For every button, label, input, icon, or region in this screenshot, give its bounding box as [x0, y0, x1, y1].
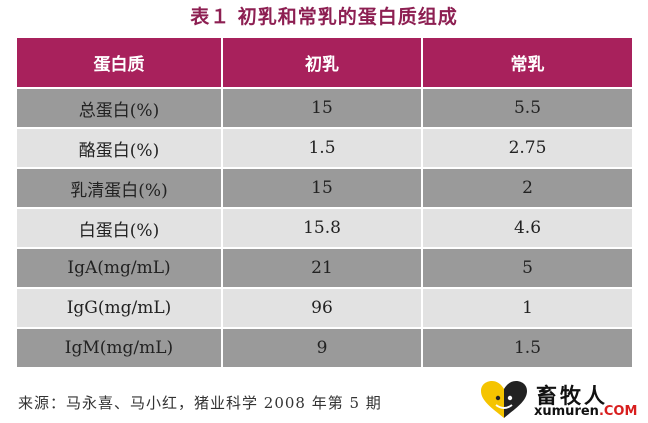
colostrum-value: 15	[223, 169, 423, 209]
colostrum-value: 9	[223, 329, 423, 369]
table-title: 表１ 初乳和常乳的蛋白质组成	[190, 6, 458, 28]
watermark-name: 畜牧人	[536, 384, 608, 408]
colostrum-value: 15	[223, 89, 423, 129]
row-label: 总蛋白(%)	[17, 89, 223, 129]
heart-logo-icon	[481, 381, 527, 418]
row-label: IgA(mg/mL)	[17, 249, 223, 289]
normal-milk-value: 2	[423, 169, 632, 209]
source-citation: 来源：马永喜、马小红，猪业科学 2008 年第 5 期	[18, 394, 382, 412]
row-label: IgM(mg/mL)	[17, 329, 223, 369]
table-row: IgM(mg/mL) 9 1.5	[17, 329, 632, 369]
row-label: IgG(mg/mL)	[17, 289, 223, 329]
table-row: 酪蛋白(%) 1.5 2.75	[17, 129, 632, 169]
row-label: 乳清蛋白(%)	[17, 169, 223, 209]
table-row: 白蛋白(%) 15.8 4.6	[17, 209, 632, 249]
header-normal-milk: 常乳	[423, 38, 632, 89]
watermark-domain-main: xumuren	[534, 404, 599, 419]
header-protein: 蛋白质	[17, 38, 223, 89]
normal-milk-value: 5.5	[423, 89, 632, 129]
row-label: 酪蛋白(%)	[17, 129, 223, 169]
normal-milk-value: 4.6	[423, 209, 632, 249]
table-header-row: 蛋白质 初乳 常乳	[17, 38, 632, 89]
colostrum-value: 96	[223, 289, 423, 329]
normal-milk-value: 1.5	[423, 329, 632, 369]
table-row: 总蛋白(%) 15 5.5	[17, 89, 632, 129]
row-label: 白蛋白(%)	[17, 209, 223, 249]
table-row: IgA(mg/mL) 21 5	[17, 249, 632, 289]
normal-milk-value: 2.75	[423, 129, 632, 169]
colostrum-value: 21	[223, 249, 423, 289]
watermark-domain-tld: .COM	[598, 404, 638, 419]
normal-milk-value: 1	[423, 289, 632, 329]
table-row: IgG(mg/mL) 96 1	[17, 289, 632, 329]
table-row: 乳清蛋白(%) 15 2	[17, 169, 632, 209]
watermark-domain: xumuren.COM	[534, 404, 637, 419]
normal-milk-value: 5	[423, 249, 632, 289]
colostrum-value: 1.5	[223, 129, 423, 169]
protein-table: 蛋白质 初乳 常乳 总蛋白(%) 15 5.5 酪蛋白(%) 1.5 2.75 …	[17, 38, 632, 369]
colostrum-value: 15.8	[223, 209, 423, 249]
xumuren-watermark: 畜牧人 xumuren.COM	[478, 380, 644, 420]
header-colostrum: 初乳	[223, 38, 423, 89]
